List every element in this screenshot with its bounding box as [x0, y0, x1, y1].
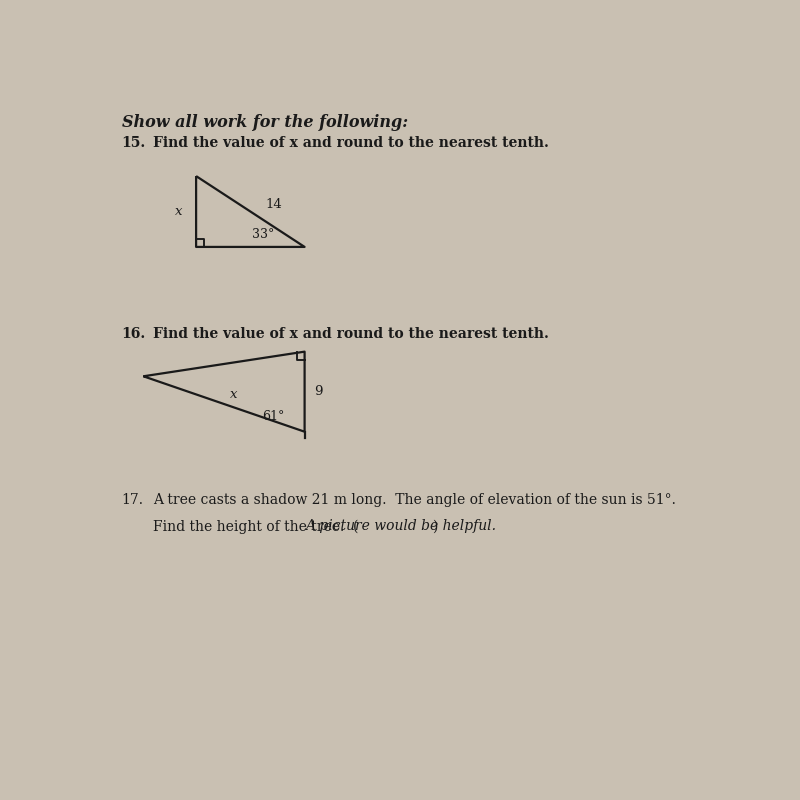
Text: 9: 9: [314, 385, 322, 398]
Text: A tree casts a shadow 21 m long.  The angle of elevation of the sun is 51°.: A tree casts a shadow 21 m long. The ang…: [153, 494, 675, 507]
Text: 14: 14: [266, 198, 282, 210]
Text: Show all work for the following:: Show all work for the following:: [122, 114, 408, 131]
Text: 16.: 16.: [122, 327, 146, 341]
Text: A picture would be helpful.: A picture would be helpful.: [305, 519, 496, 533]
Text: 61°: 61°: [262, 410, 285, 423]
Text: Find the value of x and round to the nearest tenth.: Find the value of x and round to the nea…: [153, 327, 549, 341]
Text: 17.: 17.: [122, 494, 144, 507]
Text: Find the value of x and round to the nearest tenth.: Find the value of x and round to the nea…: [153, 136, 549, 150]
Text: x: x: [175, 205, 182, 218]
Text: ): ): [432, 519, 437, 533]
Text: x: x: [230, 388, 238, 402]
Text: 15.: 15.: [122, 136, 146, 150]
Text: Find the height of the tree.  (: Find the height of the tree. (: [153, 519, 358, 534]
Text: 33°: 33°: [252, 228, 274, 241]
